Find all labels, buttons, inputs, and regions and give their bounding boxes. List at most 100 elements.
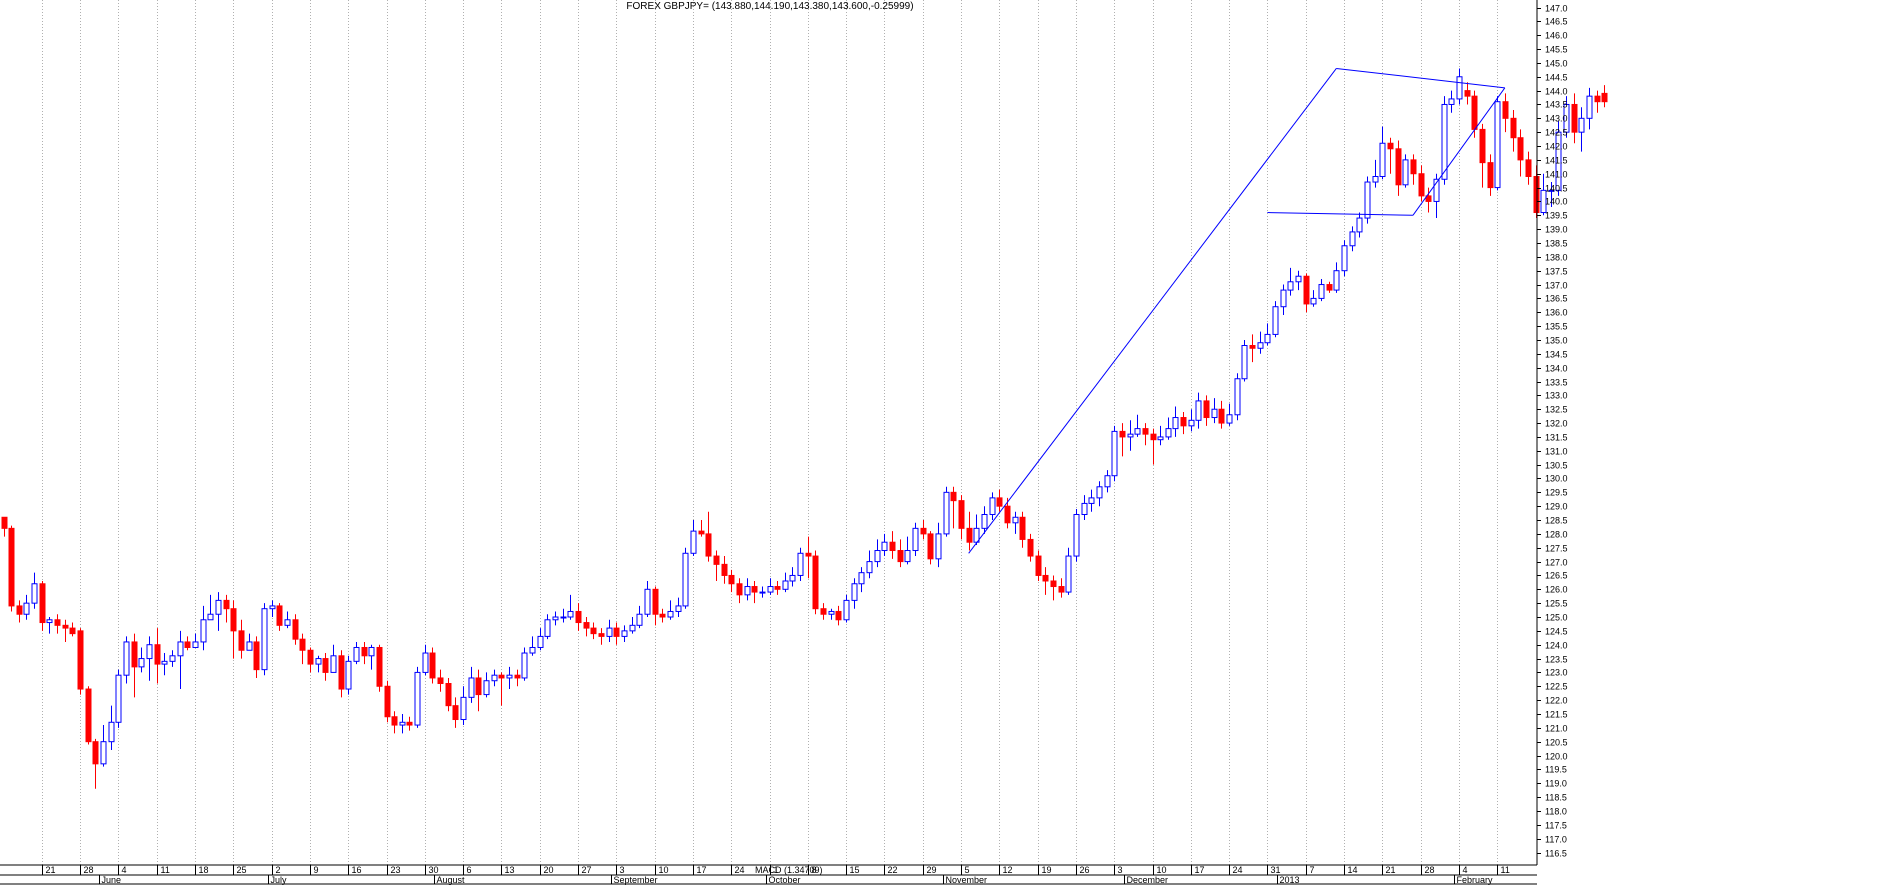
- candle-96: [736, 578, 743, 604]
- candle-184: [1410, 154, 1417, 185]
- candle-89: [682, 547, 689, 609]
- month-label-5: November: [946, 875, 988, 885]
- candle-136: [1042, 567, 1049, 595]
- candle-body: [154, 644, 161, 665]
- candle-body: [192, 641, 199, 648]
- y-tick-label-36: 134.5: [1545, 350, 1568, 360]
- candle-body: [1257, 342, 1264, 349]
- month-label-4: October: [769, 875, 801, 885]
- candle-73: [560, 608, 567, 623]
- y-tick-label-18: 125.5: [1545, 599, 1568, 609]
- candle-body: [989, 497, 996, 515]
- y-tick-label-16: 124.5: [1545, 627, 1568, 637]
- x-tick-label-29: 10: [1157, 865, 1167, 875]
- candle-body: [1310, 297, 1317, 305]
- candle-114: [874, 539, 881, 568]
- candle-body: [851, 583, 858, 601]
- candle-56: [429, 647, 436, 684]
- indicator-label: MACD (1.34709): [755, 865, 823, 875]
- y-tick-label-28: 130.5: [1545, 461, 1568, 471]
- candle-body: [636, 613, 643, 626]
- candle-148: [1134, 414, 1141, 437]
- y-tick-label-22: 127.5: [1545, 544, 1568, 554]
- candle-90: [690, 520, 697, 557]
- candle-134: [1027, 533, 1034, 562]
- candle-182: [1395, 140, 1402, 196]
- candle-100: [767, 578, 774, 595]
- x-tick-label-28: 3: [1118, 865, 1123, 875]
- x-tick-label-36: 28: [1425, 865, 1435, 875]
- candle-4: [31, 572, 38, 609]
- candle-143: [1096, 481, 1103, 507]
- candle-body: [207, 613, 214, 621]
- candle-body: [1226, 414, 1233, 424]
- candle-body: [177, 641, 184, 657]
- y-tick-label-50: 141.5: [1545, 156, 1568, 166]
- x-tick-label-37: 4: [1463, 865, 1468, 875]
- candle-body: [475, 677, 482, 696]
- candle-body: [544, 619, 551, 637]
- candlestick-series: [1, 68, 1608, 789]
- candle-49: [376, 644, 383, 692]
- candle-body: [1402, 159, 1409, 186]
- candle-body: [1272, 306, 1279, 335]
- candle-body: [1563, 103, 1570, 133]
- candle-body: [414, 671, 421, 726]
- candle-body: [897, 550, 904, 563]
- candle-body: [161, 660, 168, 665]
- candle-body: [1119, 430, 1126, 438]
- candle-104: [797, 547, 804, 581]
- candle-body: [307, 649, 314, 665]
- candle-83: [636, 605, 643, 629]
- chart-title: FOREX GBPJPY= (143.880,144.190,143.380,1…: [626, 1, 913, 12]
- candle-body: [1448, 98, 1455, 105]
- candle-body: [1456, 76, 1463, 100]
- candle-body: [506, 674, 513, 679]
- y-tick-label-12: 122.5: [1545, 682, 1568, 692]
- y-tick-label-51: 142.0: [1545, 142, 1568, 152]
- candle-body: [1150, 433, 1157, 441]
- candle-43: [330, 644, 337, 673]
- candle-149: [1142, 423, 1149, 446]
- candle-169: [1295, 270, 1302, 291]
- candle-120: [920, 520, 927, 540]
- y-tick-label-27: 130.0: [1545, 474, 1568, 484]
- candle-130: [996, 489, 1003, 512]
- x-tick-label-38: 11: [1501, 865, 1510, 875]
- candle-91: [698, 520, 705, 537]
- candle-body: [1372, 176, 1379, 183]
- candle-107: [820, 603, 827, 620]
- candle-156: [1195, 392, 1202, 429]
- candle-45: [345, 655, 352, 695]
- candle-79: [606, 619, 613, 642]
- candle-195: [1494, 96, 1501, 191]
- candle-body: [100, 741, 107, 765]
- candle-body: [1058, 586, 1065, 593]
- x-tick-label-25: 12: [1003, 865, 1013, 875]
- candle-129: [989, 492, 996, 521]
- candle-body: [1065, 555, 1072, 593]
- candle-158: [1211, 398, 1218, 424]
- candle-46: [353, 641, 360, 665]
- candle-6: [46, 617, 53, 634]
- candle-161: [1234, 373, 1241, 421]
- candle-body: [1241, 345, 1248, 380]
- candle-199: [1525, 151, 1532, 185]
- candle-19: [146, 636, 153, 681]
- candle-206: [1578, 107, 1585, 152]
- candle-30: [230, 600, 237, 659]
- y-tick-label-49: 141.0: [1545, 170, 1568, 180]
- y-tick-label-52: 142.5: [1545, 128, 1568, 138]
- candle-body: [1027, 538, 1034, 557]
- y-tick-label-35: 134.0: [1545, 364, 1568, 374]
- candle-3: [23, 594, 30, 620]
- candle-118: [904, 536, 911, 565]
- candle-body: [368, 646, 375, 657]
- y-tick-label-26: 129.5: [1545, 488, 1568, 498]
- candle-65: [498, 672, 505, 706]
- candle-155: [1188, 409, 1195, 432]
- candle-196: [1502, 93, 1509, 133]
- grid-lines: [42, 0, 1498, 865]
- candle-body: [384, 685, 391, 718]
- candle-29: [223, 594, 230, 623]
